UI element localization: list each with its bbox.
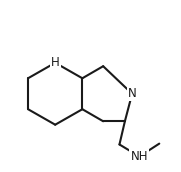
Text: N: N [128, 87, 136, 100]
Text: H: H [51, 56, 60, 69]
Text: NH: NH [131, 150, 148, 163]
